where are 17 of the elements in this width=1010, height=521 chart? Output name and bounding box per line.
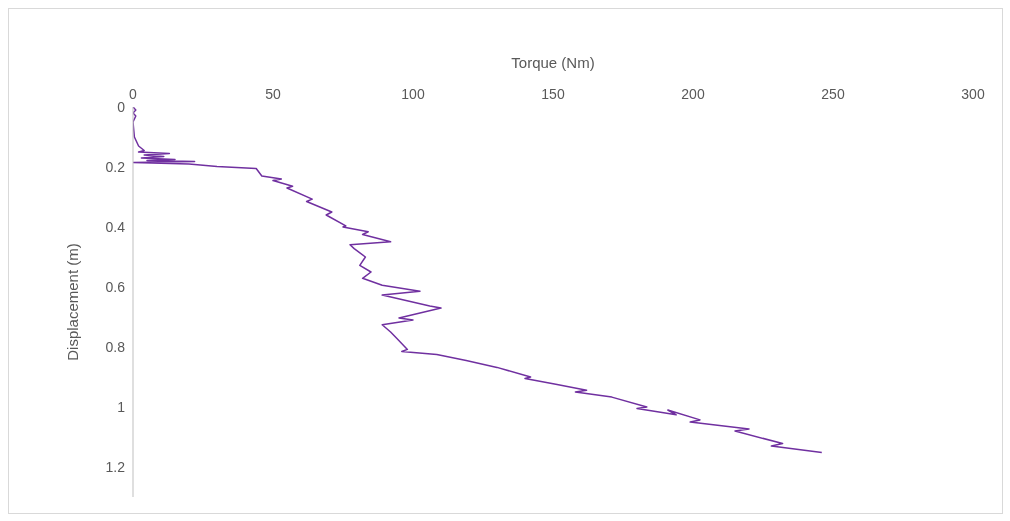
line-series	[133, 107, 823, 454]
x-tick-label: 150	[541, 86, 565, 102]
x-tick-label: 50	[265, 86, 281, 102]
x-tick-label: 100	[401, 86, 425, 102]
y-tick-label: 0.4	[105, 218, 126, 235]
x-tick-label: 0	[129, 86, 138, 102]
y-axis-title: Displacement (m)	[64, 243, 82, 361]
x-tick-label: 250	[821, 86, 845, 102]
y-tick-label: 1	[117, 398, 126, 415]
x-tick-label: 300	[961, 86, 985, 102]
y-tick-label: 1.2	[105, 458, 126, 475]
y-tick-label: 0	[117, 98, 126, 115]
x-tick-label: 200	[681, 86, 705, 102]
y-tick-label: 0.2	[105, 158, 126, 175]
x-axis-title: Torque (Nm)	[511, 53, 595, 71]
y-tick-label: 0.8	[105, 338, 126, 355]
y-tick-label: 0.6	[105, 278, 126, 295]
